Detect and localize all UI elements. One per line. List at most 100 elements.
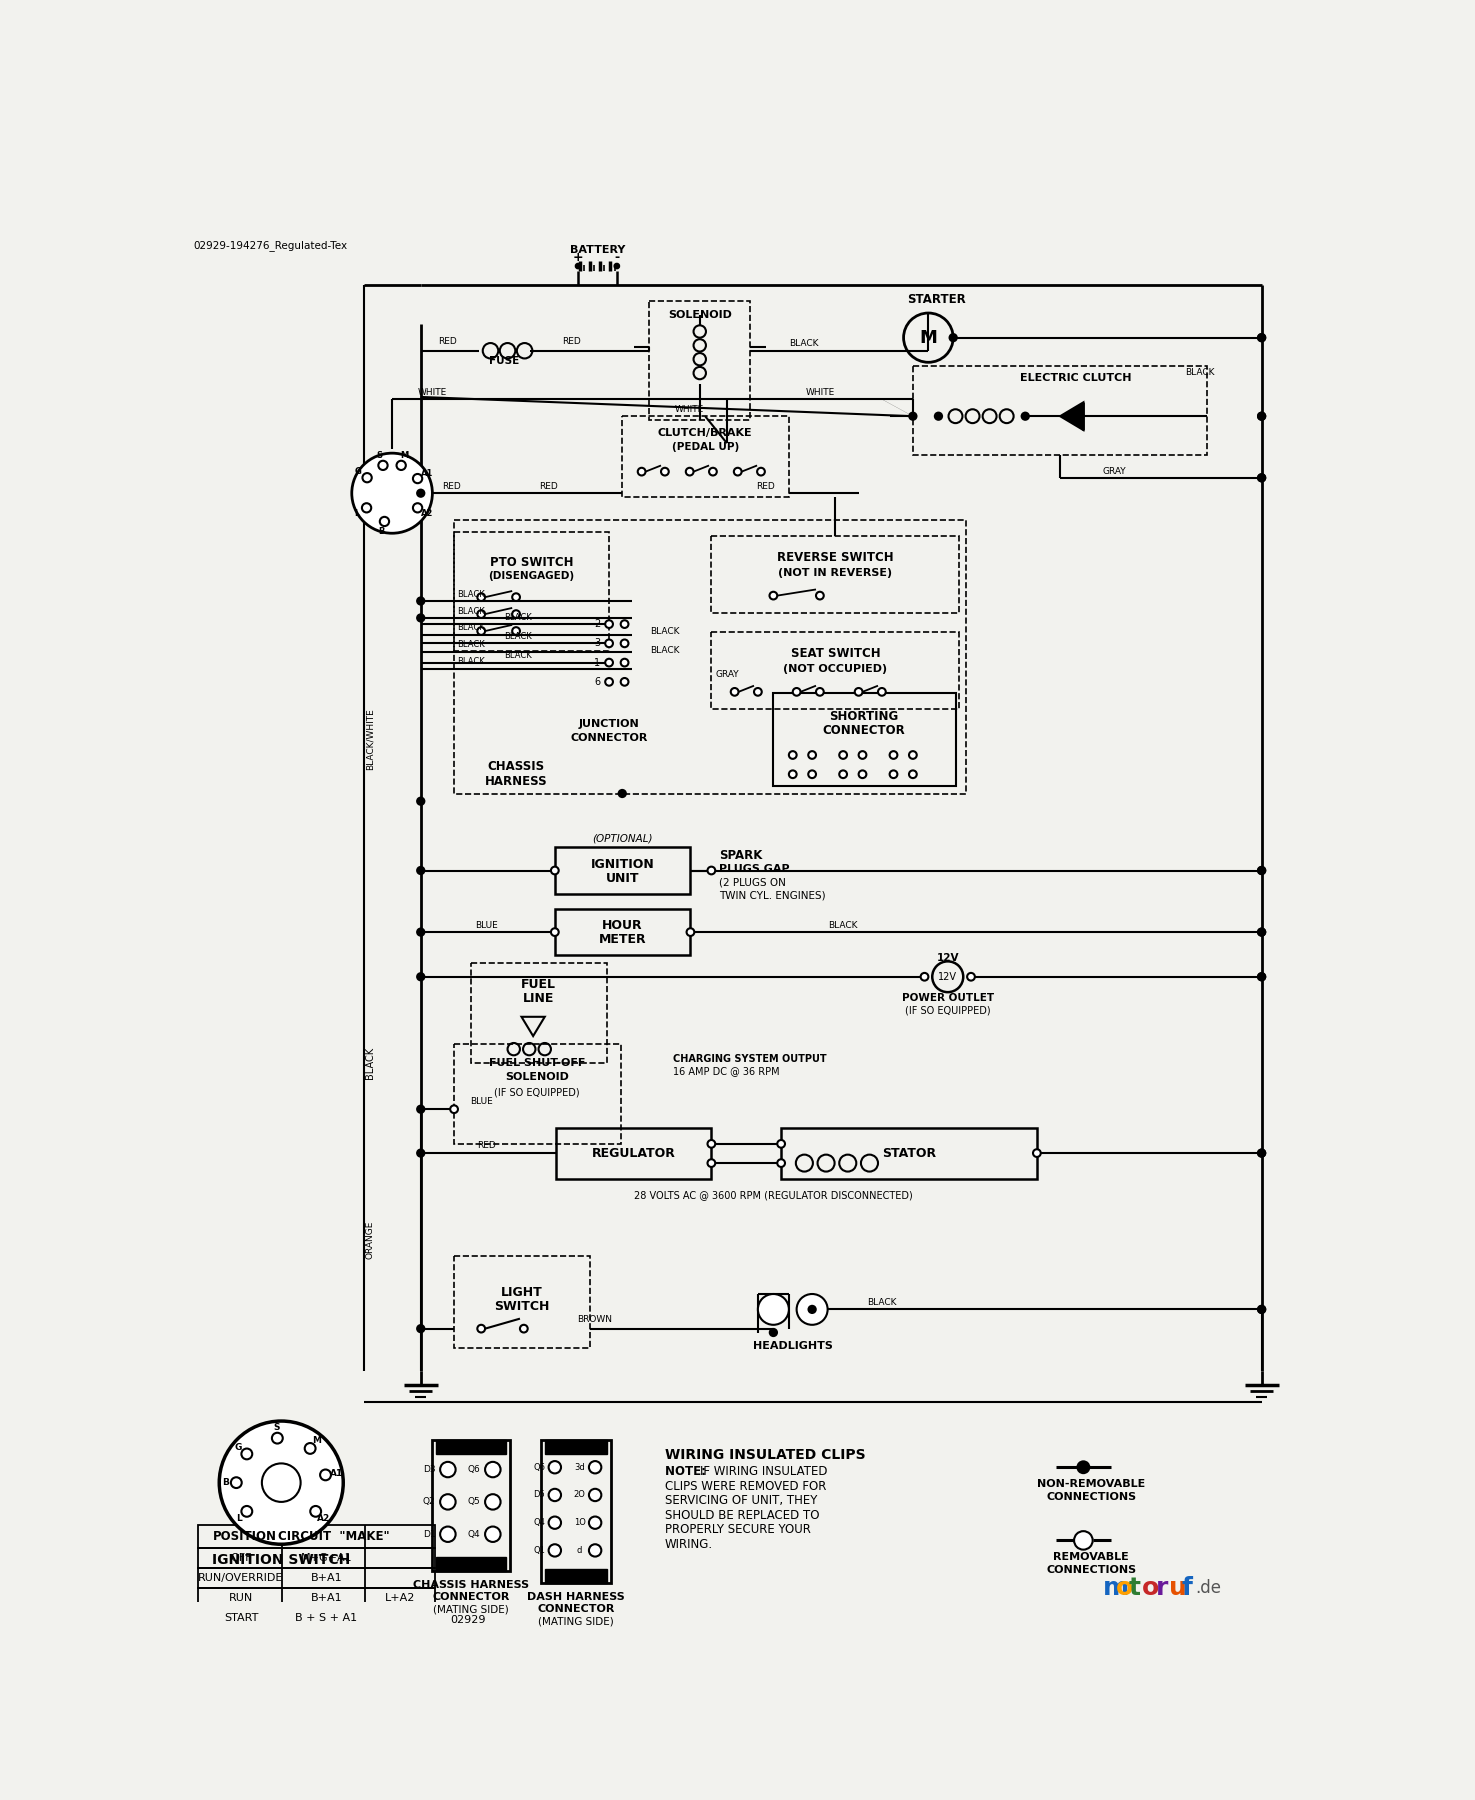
Circle shape bbox=[1077, 1460, 1090, 1474]
Circle shape bbox=[615, 265, 619, 268]
Text: S: S bbox=[376, 450, 382, 459]
Text: LINE: LINE bbox=[522, 992, 555, 1004]
Text: A2: A2 bbox=[317, 1514, 330, 1523]
Text: Q6: Q6 bbox=[468, 1465, 481, 1474]
Bar bbox=[544, 1570, 606, 1582]
Text: M+G+A1: M+G+A1 bbox=[301, 1553, 353, 1562]
Text: Q4: Q4 bbox=[534, 1517, 546, 1526]
Text: WHITE: WHITE bbox=[676, 405, 704, 414]
Circle shape bbox=[416, 1325, 425, 1334]
Circle shape bbox=[686, 468, 693, 475]
Text: IGNITION SWITCH: IGNITION SWITCH bbox=[212, 1553, 351, 1566]
Text: LIGHT: LIGHT bbox=[500, 1285, 543, 1300]
Circle shape bbox=[889, 770, 897, 778]
Bar bbox=[555, 848, 690, 893]
Text: BLACK: BLACK bbox=[829, 922, 858, 931]
Circle shape bbox=[589, 1489, 602, 1501]
Text: REVERSE SWITCH: REVERSE SWITCH bbox=[777, 551, 894, 563]
Circle shape bbox=[605, 621, 614, 628]
Circle shape bbox=[637, 468, 646, 475]
Circle shape bbox=[708, 1139, 715, 1148]
Text: A1: A1 bbox=[420, 468, 434, 477]
Circle shape bbox=[478, 626, 485, 635]
Text: START: START bbox=[224, 1613, 258, 1624]
Circle shape bbox=[686, 929, 695, 936]
Text: L: L bbox=[236, 1514, 242, 1523]
Circle shape bbox=[413, 504, 422, 513]
Circle shape bbox=[1257, 866, 1266, 875]
Circle shape bbox=[485, 1462, 500, 1478]
Bar bbox=[544, 1440, 606, 1454]
Text: BLACK: BLACK bbox=[504, 612, 531, 621]
Text: BLACK: BLACK bbox=[366, 1048, 375, 1078]
Text: Q2: Q2 bbox=[423, 1498, 435, 1507]
Circle shape bbox=[909, 412, 917, 421]
Text: Q5: Q5 bbox=[468, 1498, 481, 1507]
Text: m: m bbox=[1103, 1577, 1128, 1600]
Text: BLACK: BLACK bbox=[1184, 367, 1214, 376]
Circle shape bbox=[789, 770, 796, 778]
Text: G: G bbox=[354, 468, 361, 477]
Text: HOUR: HOUR bbox=[602, 920, 643, 932]
Circle shape bbox=[416, 927, 425, 936]
Text: (NOT IN REVERSE): (NOT IN REVERSE) bbox=[779, 567, 892, 578]
Text: Q1: Q1 bbox=[534, 1546, 546, 1555]
Circle shape bbox=[1257, 927, 1266, 936]
Bar bbox=[711, 536, 959, 612]
Circle shape bbox=[552, 866, 559, 875]
Circle shape bbox=[416, 614, 425, 623]
Circle shape bbox=[839, 751, 847, 760]
Circle shape bbox=[478, 594, 485, 601]
Circle shape bbox=[709, 468, 717, 475]
Text: (PEDAL UP): (PEDAL UP) bbox=[671, 443, 739, 452]
Circle shape bbox=[242, 1449, 252, 1460]
Text: UNIT: UNIT bbox=[606, 871, 639, 886]
Bar bbox=[454, 520, 966, 794]
Circle shape bbox=[708, 1159, 715, 1166]
Text: PLUGS GAP: PLUGS GAP bbox=[720, 864, 789, 875]
Text: SERVICING OF UNIT, THEY: SERVICING OF UNIT, THEY bbox=[665, 1494, 817, 1507]
Circle shape bbox=[1032, 1148, 1041, 1157]
Text: (MATING SIDE): (MATING SIDE) bbox=[434, 1606, 509, 1615]
Circle shape bbox=[416, 488, 425, 499]
Bar bbox=[437, 1557, 506, 1571]
Circle shape bbox=[220, 1420, 344, 1544]
Circle shape bbox=[789, 751, 796, 760]
Text: FUEL: FUEL bbox=[521, 977, 556, 992]
Circle shape bbox=[512, 594, 521, 601]
Text: (OPTIONAL): (OPTIONAL) bbox=[591, 833, 652, 842]
Text: SOLENOID: SOLENOID bbox=[668, 310, 732, 320]
Circle shape bbox=[968, 974, 975, 981]
Circle shape bbox=[796, 1294, 827, 1325]
Circle shape bbox=[816, 688, 823, 697]
Text: t: t bbox=[1128, 1577, 1142, 1600]
Circle shape bbox=[909, 751, 917, 760]
Text: BLACK: BLACK bbox=[650, 646, 680, 655]
Circle shape bbox=[485, 1526, 500, 1543]
Text: CONNECTOR: CONNECTOR bbox=[823, 724, 906, 736]
Text: PTO SWITCH: PTO SWITCH bbox=[490, 556, 574, 569]
Circle shape bbox=[416, 1105, 425, 1114]
Text: BLACK: BLACK bbox=[457, 657, 485, 666]
Circle shape bbox=[889, 751, 897, 760]
Text: IGNITION: IGNITION bbox=[590, 859, 653, 871]
Text: 3d: 3d bbox=[574, 1463, 586, 1472]
Circle shape bbox=[351, 454, 432, 533]
Text: f: f bbox=[1181, 1577, 1193, 1600]
Circle shape bbox=[854, 688, 863, 697]
Text: BATTERY: BATTERY bbox=[569, 245, 625, 256]
Circle shape bbox=[1257, 1148, 1266, 1157]
Text: ELECTRIC CLUTCH: ELECTRIC CLUTCH bbox=[1019, 373, 1131, 383]
Text: 12V: 12V bbox=[937, 952, 959, 963]
Text: 1O: 1O bbox=[574, 1517, 586, 1526]
Text: BLACK: BLACK bbox=[650, 626, 680, 635]
Circle shape bbox=[378, 461, 388, 470]
Text: STATOR: STATOR bbox=[882, 1147, 937, 1159]
Bar bbox=[198, 1568, 435, 1588]
Bar bbox=[649, 301, 751, 419]
Text: SHORTING: SHORTING bbox=[829, 709, 898, 724]
Circle shape bbox=[361, 504, 372, 513]
Text: WIRING.: WIRING. bbox=[665, 1537, 712, 1552]
Text: POWER OUTLET: POWER OUTLET bbox=[901, 994, 994, 1003]
Text: r: r bbox=[1155, 1577, 1168, 1600]
